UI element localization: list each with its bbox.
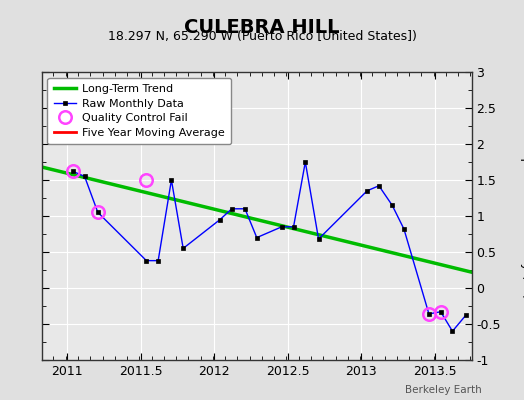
Raw Monthly Data — [155, 258, 161, 263]
Raw Monthly Data — [315, 237, 322, 242]
Raw Monthly Data — [389, 203, 395, 208]
Raw Monthly Data — [279, 224, 285, 229]
Text: Berkeley Earth: Berkeley Earth — [406, 385, 482, 395]
Text: CULEBRA HILL: CULEBRA HILL — [184, 18, 340, 37]
Raw Monthly Data — [228, 206, 235, 211]
Raw Monthly Data — [81, 174, 88, 179]
Quality Control Fail — [143, 178, 149, 182]
Legend: Long-Term Trend, Raw Monthly Data, Quality Control Fail, Five Year Moving Averag: Long-Term Trend, Raw Monthly Data, Quali… — [48, 78, 231, 144]
Raw Monthly Data — [302, 160, 309, 164]
Raw Monthly Data — [168, 178, 174, 182]
Raw Monthly Data — [217, 217, 223, 222]
Quality Control Fail — [95, 210, 101, 215]
Raw Monthly Data — [242, 206, 248, 211]
Raw Monthly Data — [401, 226, 407, 231]
Text: 18.297 N, 65.290 W (Puerto Rico [United States]): 18.297 N, 65.290 W (Puerto Rico [United … — [107, 30, 417, 43]
Raw Monthly Data — [449, 329, 455, 334]
Raw Monthly Data — [364, 188, 370, 193]
Line: Raw Monthly Data: Raw Monthly Data — [71, 160, 468, 333]
Raw Monthly Data — [95, 210, 101, 215]
Raw Monthly Data — [70, 169, 76, 174]
Raw Monthly Data — [290, 224, 297, 229]
Y-axis label: Temperature Anomaly (°C): Temperature Anomaly (°C) — [520, 132, 524, 300]
Raw Monthly Data — [426, 312, 432, 316]
Quality Control Fail — [426, 312, 432, 316]
Quality Control Fail — [70, 169, 76, 174]
Line: Quality Control Fail: Quality Control Fail — [67, 165, 447, 320]
Raw Monthly Data — [376, 183, 382, 188]
Raw Monthly Data — [463, 313, 469, 318]
Raw Monthly Data — [438, 309, 444, 314]
Raw Monthly Data — [143, 258, 149, 263]
Raw Monthly Data — [254, 235, 260, 240]
Raw Monthly Data — [180, 246, 187, 251]
Quality Control Fail — [438, 309, 444, 314]
